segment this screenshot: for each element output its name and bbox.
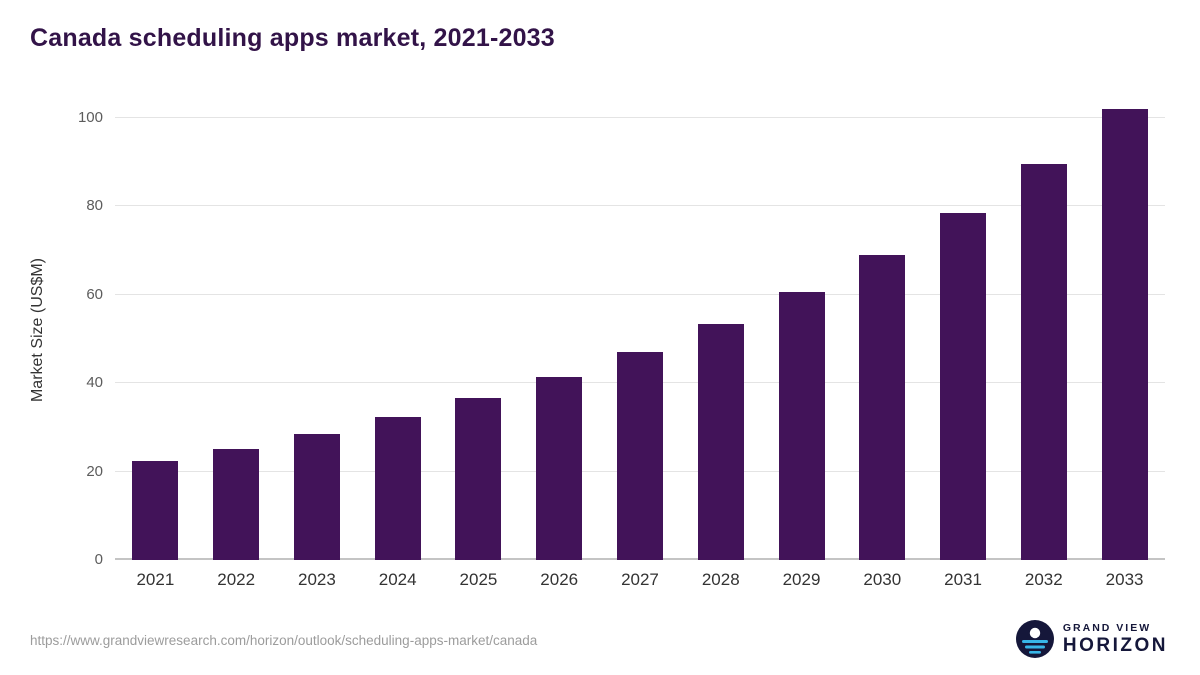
bar-series — [115, 100, 1165, 560]
horizon-logo-icon — [1015, 620, 1054, 658]
x-tick-label-2025: 2025 — [459, 570, 498, 589]
y-tick-labels: 0 20 40 60 80 100 — [50, 100, 103, 568]
source-url: https://www.grandviewresearch.com/horizo… — [30, 633, 538, 648]
y-tick-label-80: 80 — [86, 197, 103, 215]
logo-grand-view: GRAND VIEW — [1062, 621, 1152, 634]
bar-2030 — [859, 255, 906, 560]
x-tick-label-2033: 2033 — [1105, 570, 1144, 589]
brand-logo: GRAND VIEW HORIZON — [1015, 620, 1168, 658]
bar-2021 — [132, 461, 179, 560]
x-tick-label-2032: 2032 — [1024, 570, 1063, 589]
x-tick-label-2029: 2029 — [782, 570, 821, 589]
bar-2029 — [778, 291, 825, 560]
logo-horizon: HORIZON — [1062, 634, 1168, 656]
bar-2027 — [616, 351, 663, 560]
y-tick-label-40: 40 — [86, 374, 103, 392]
x-tick-label-2023: 2023 — [298, 570, 336, 589]
y-tick-label-60: 60 — [86, 285, 103, 303]
bar-2022 — [213, 448, 260, 560]
x-tick-label-2028: 2028 — [701, 570, 740, 589]
logo-text: GRAND VIEW HORIZON — [1063, 622, 1168, 657]
y-tick-label-20: 20 — [86, 462, 103, 480]
x-tick-label-2031: 2031 — [944, 570, 982, 589]
y-axis-title: Market Size (US$M) — [29, 257, 46, 403]
x-tick-label-2021: 2021 — [136, 570, 175, 589]
x-tick-label-2027: 2027 — [621, 570, 659, 589]
y-tick-label-0: 0 — [94, 551, 103, 568]
x-tick-label-2024: 2024 — [378, 570, 417, 589]
x-tick-label-2026: 2026 — [540, 570, 579, 589]
x-tick-label-2022: 2022 — [217, 570, 256, 589]
gridline-80 — [115, 205, 1165, 207]
x-tick-label-2030: 2030 — [863, 570, 902, 589]
bar-2033 — [1101, 109, 1148, 560]
bar-2032 — [1020, 164, 1067, 560]
bar-2031 — [940, 212, 987, 560]
gridline-60 — [115, 293, 1165, 295]
plot-area — [115, 100, 1165, 560]
chart-title: Canada scheduling apps market, 2021-2033 — [30, 24, 555, 52]
bar-2023 — [293, 434, 340, 560]
y-tick-label-100: 100 — [77, 109, 103, 126]
gridline-100 — [115, 117, 1165, 118]
bar-2024 — [374, 416, 421, 560]
bar-2025 — [455, 398, 502, 560]
bar-2026 — [536, 376, 583, 560]
x-tick-labels: 2021 2022 2023 2024 2025 2026 2027 2028 2029 2030… — [115, 570, 1165, 590]
bar-2028 — [697, 323, 744, 560]
